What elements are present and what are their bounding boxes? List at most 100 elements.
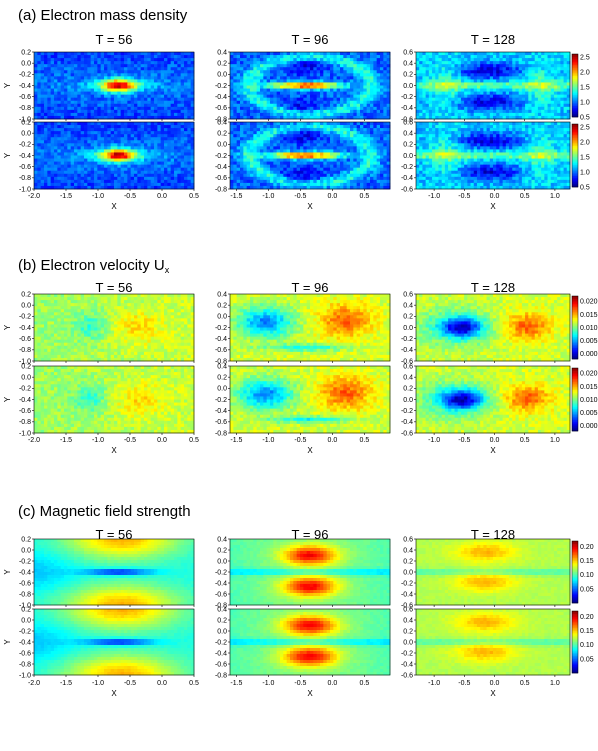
y-tick-label: -0.4 bbox=[401, 105, 413, 112]
y-tick-label: -0.4 bbox=[401, 591, 413, 598]
y-tick-label: 0.0 bbox=[217, 386, 227, 393]
colorbar-tick-label: 0.010 bbox=[580, 397, 598, 404]
x-axis-label: X bbox=[307, 446, 313, 455]
heatmap-panel bbox=[416, 539, 570, 605]
y-tick-label: -0.2 bbox=[401, 336, 413, 343]
x-tick-label: 0.0 bbox=[328, 193, 338, 200]
x-tick-label: -0.5 bbox=[458, 193, 470, 200]
x-tick-label: 0.0 bbox=[157, 437, 167, 444]
heatmap-panel bbox=[416, 122, 570, 189]
x-tick-label: -1.0 bbox=[92, 680, 104, 687]
y-tick-label: -0.6 bbox=[215, 105, 227, 112]
y-tick-label: 0.2 bbox=[403, 142, 413, 149]
y-tick-label: -0.4 bbox=[215, 408, 227, 415]
y-tick-label: -0.2 bbox=[19, 314, 31, 321]
y-tick-label: 0.0 bbox=[217, 314, 227, 321]
y-tick-label: -0.6 bbox=[19, 408, 31, 415]
x-tick-label: -2.0 bbox=[28, 680, 40, 687]
section-title: (b) Electron velocity Ux bbox=[18, 257, 170, 275]
colorbar-tick-label: 0.05 bbox=[580, 586, 594, 593]
y-tick-label: 0.2 bbox=[217, 375, 227, 382]
x-tick-label: -1.0 bbox=[92, 193, 104, 200]
column-title: T = 128 bbox=[471, 32, 515, 47]
y-tick-label: -1.0 bbox=[19, 672, 31, 679]
y-tick-label: 0.2 bbox=[21, 49, 31, 56]
x-tick-label: 0.0 bbox=[328, 437, 338, 444]
y-tick-label: -0.2 bbox=[215, 639, 227, 646]
x-axis-label: X bbox=[307, 202, 313, 211]
column-title: T = 56 bbox=[96, 32, 133, 47]
colorbar bbox=[572, 541, 578, 603]
colorbar-tick-label: 0.010 bbox=[580, 325, 598, 332]
y-tick-label: 0.2 bbox=[403, 386, 413, 393]
x-tick-label: 0.5 bbox=[189, 437, 199, 444]
y-tick-label: 0.6 bbox=[403, 119, 413, 126]
colorbar-tick-label: 2.0 bbox=[580, 139, 590, 146]
heatmap-panel bbox=[416, 294, 570, 361]
x-tick-label: -0.5 bbox=[458, 437, 470, 444]
y-tick-label: -0.4 bbox=[401, 661, 413, 668]
y-tick-label: 0.0 bbox=[21, 61, 31, 68]
x-axis-label: X bbox=[307, 689, 313, 698]
colorbar-tick-label: 2.5 bbox=[580, 54, 590, 61]
x-tick-label: 0.0 bbox=[490, 680, 500, 687]
y-tick-label: -0.2 bbox=[215, 153, 227, 160]
heatmap-panel bbox=[34, 294, 194, 361]
colorbar-tick-label: 0.20 bbox=[580, 614, 594, 621]
colorbar bbox=[572, 296, 578, 359]
y-tick-label: -0.8 bbox=[19, 347, 31, 354]
y-tick-label: -0.8 bbox=[19, 105, 31, 112]
x-tick-label: 1.0 bbox=[550, 437, 560, 444]
y-tick-label: -0.4 bbox=[401, 419, 413, 426]
y-tick-label: 0.6 bbox=[403, 536, 413, 543]
x-tick-label: -1.5 bbox=[230, 680, 242, 687]
y-tick-label: 0.0 bbox=[403, 153, 413, 160]
colorbar bbox=[572, 611, 578, 673]
y-tick-label: 0.2 bbox=[21, 536, 31, 543]
y-tick-label: 0.2 bbox=[21, 119, 31, 126]
y-tick-label: -0.6 bbox=[215, 347, 227, 354]
y-tick-label: -0.8 bbox=[19, 175, 31, 182]
x-tick-label: 0.5 bbox=[520, 437, 530, 444]
x-axis-label: X bbox=[111, 446, 117, 455]
x-tick-label: 0.5 bbox=[360, 437, 370, 444]
x-tick-label: -0.5 bbox=[458, 680, 470, 687]
y-tick-label: 0.2 bbox=[217, 131, 227, 138]
column-title: T = 96 bbox=[292, 32, 329, 47]
y-tick-label: 0.2 bbox=[217, 617, 227, 624]
y-tick-label: -0.2 bbox=[19, 72, 31, 79]
y-tick-label: 0.2 bbox=[217, 61, 227, 68]
y-tick-label: 0.4 bbox=[217, 49, 227, 56]
colorbar-tick-label: 0.020 bbox=[580, 371, 598, 378]
y-tick-label: 0.2 bbox=[217, 547, 227, 554]
x-tick-label: -0.5 bbox=[124, 193, 136, 200]
y-axis-label: Y bbox=[3, 82, 12, 88]
colorbar-tick-label: 0.10 bbox=[580, 642, 594, 649]
y-tick-label: 0.2 bbox=[21, 606, 31, 613]
y-tick-label: 0.4 bbox=[217, 606, 227, 613]
y-tick-label: -0.2 bbox=[215, 569, 227, 576]
x-tick-label: -2.0 bbox=[28, 193, 40, 200]
y-tick-label: -0.6 bbox=[19, 650, 31, 657]
x-tick-label: -1.0 bbox=[428, 437, 440, 444]
x-axis-label: X bbox=[490, 446, 496, 455]
y-tick-label: 0.2 bbox=[21, 291, 31, 298]
x-tick-label: -1.5 bbox=[60, 193, 72, 200]
y-tick-label: -0.6 bbox=[215, 591, 227, 598]
y-tick-label: -0.2 bbox=[401, 164, 413, 171]
y-tick-label: 0.0 bbox=[21, 375, 31, 382]
x-tick-label: -1.0 bbox=[92, 437, 104, 444]
y-tick-label: -0.4 bbox=[19, 569, 31, 576]
y-tick-label: -0.8 bbox=[215, 186, 227, 193]
x-tick-label: -1.0 bbox=[262, 680, 274, 687]
y-tick-label: 0.4 bbox=[403, 131, 413, 138]
y-tick-label: 0.4 bbox=[217, 536, 227, 543]
x-tick-label: -0.5 bbox=[124, 680, 136, 687]
colorbar-tick-label: 0.5 bbox=[580, 184, 590, 191]
x-axis-label: X bbox=[490, 689, 496, 698]
y-tick-label: 0.4 bbox=[217, 363, 227, 370]
colorbar bbox=[572, 54, 578, 117]
x-axis-label: X bbox=[111, 202, 117, 211]
colorbar-tick-label: 0.10 bbox=[580, 572, 594, 579]
colorbar-tick-label: 0.20 bbox=[580, 544, 594, 551]
